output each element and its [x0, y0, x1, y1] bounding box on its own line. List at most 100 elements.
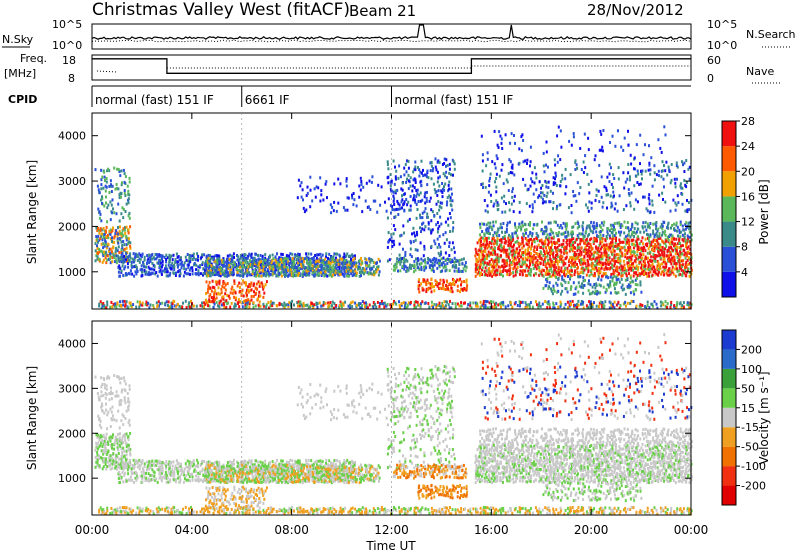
power-cell: [657, 246, 660, 250]
power-cell: [555, 174, 557, 178]
power-cell: [670, 163, 673, 166]
power-cell: [246, 273, 249, 277]
power-cell: [674, 252, 677, 256]
power-cell: [561, 255, 564, 259]
power-cell: [485, 223, 488, 227]
power-cell: [322, 300, 325, 304]
power-cell: [352, 192, 355, 195]
power-cell: [687, 267, 690, 271]
power-cell: [653, 246, 656, 250]
power-cell: [460, 280, 463, 284]
power-cell: [530, 244, 533, 248]
power-cell: [420, 282, 422, 286]
power-cell: [148, 273, 151, 277]
power-cell: [233, 295, 236, 299]
power-cell: [665, 262, 668, 266]
power-cell: [622, 259, 625, 263]
power-cell: [452, 160, 455, 164]
power-cell: [366, 261, 368, 265]
power-cell: [622, 240, 625, 244]
beam-title: Beam 21: [349, 2, 416, 20]
power-cell: [435, 223, 438, 227]
power-cell: [658, 234, 661, 238]
power-cell: [164, 267, 167, 271]
power-cell: [640, 266, 643, 270]
power-cell: [623, 245, 626, 249]
power-cell: [559, 269, 562, 273]
power-cell: [659, 266, 662, 270]
power-cell: [403, 264, 406, 268]
power-cell: [646, 274, 649, 278]
power-cell: [364, 257, 367, 261]
power-cell: [604, 254, 607, 258]
power-cell: [320, 304, 323, 308]
power-cell: [276, 265, 279, 268]
power-cell: [569, 269, 571, 273]
power-cell: [441, 182, 444, 185]
power-cell: [174, 260, 177, 264]
power-cell: [509, 259, 512, 263]
power-cell: [98, 250, 101, 254]
power-cell: [234, 263, 237, 267]
power-cell: [690, 233, 693, 237]
power-cell: [277, 274, 280, 278]
power-cell: [514, 222, 516, 226]
power-cell: [628, 240, 631, 244]
power-cell: [629, 274, 632, 278]
power-cell: [647, 238, 650, 242]
power-cell: [600, 175, 603, 179]
power-cell: [506, 180, 509, 184]
power-cell: [240, 274, 243, 277]
power-cell: [290, 261, 293, 265]
power-cell: [440, 257, 443, 261]
power-cell: [418, 174, 421, 178]
power-cell: [481, 169, 484, 173]
power-cell: [640, 249, 643, 253]
power-cell: [110, 190, 113, 193]
power-cell: [544, 200, 547, 204]
power-cell: [262, 295, 265, 299]
power-cell: [403, 231, 405, 235]
power-cell: [232, 260, 235, 264]
power-cell: [679, 272, 682, 276]
power-cell: [343, 259, 346, 263]
power-cell: [643, 230, 645, 234]
power-cell: [290, 266, 293, 270]
power-cell: [645, 272, 648, 276]
power-cell: [684, 251, 687, 255]
power-cell: [403, 267, 406, 271]
nave-tick-top: 60: [707, 54, 721, 67]
power-cell: [111, 305, 114, 309]
power-cell: [398, 300, 400, 304]
power-cell: [651, 203, 654, 207]
power-cell: [209, 274, 212, 278]
power-cell: [675, 164, 678, 168]
power-cell: [655, 254, 658, 258]
power-cell: [403, 166, 406, 170]
power-cell: [480, 247, 483, 250]
power-cell: [180, 266, 183, 270]
power-cell: [445, 268, 448, 272]
power-cell: [550, 274, 553, 278]
power-cell: [148, 261, 151, 265]
cpid-segment-label: normal (fast) 151 IF: [95, 93, 214, 107]
power-cell: [509, 266, 512, 270]
power-cell: [650, 240, 653, 244]
power-cell: [257, 297, 260, 301]
power-cell: [687, 201, 690, 204]
power-cell: [127, 271, 130, 275]
power-cell: [324, 270, 327, 274]
power-cell: [488, 179, 491, 183]
power-cell: [514, 231, 517, 235]
power-cell: [297, 273, 300, 277]
power-cell: [407, 301, 410, 305]
power-cell: [246, 268, 249, 272]
power-cell: [369, 208, 372, 211]
power-cell: [108, 229, 111, 233]
power-cell: [453, 167, 456, 171]
power-cell: [439, 259, 441, 263]
power-cell: [535, 252, 538, 255]
power-cell: [618, 221, 621, 225]
power-cell: [110, 230, 113, 234]
power-cell: [548, 306, 551, 310]
